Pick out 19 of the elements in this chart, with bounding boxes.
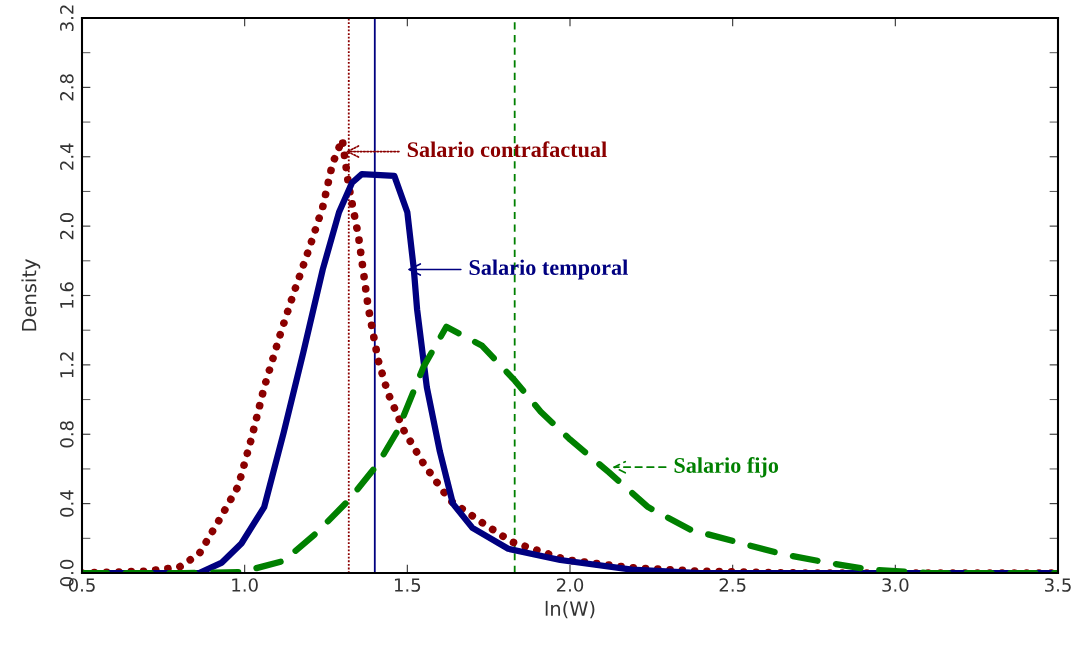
y-tick-label: 2.4 <box>59 143 74 170</box>
y-tick-label: 2.0 <box>59 212 74 240</box>
x-tick-label: 3.0 <box>882 578 909 592</box>
x-axis-title: ln(W) <box>545 600 595 619</box>
x-tick-label: 2.5 <box>719 578 746 592</box>
annotation: Salario contrafactual <box>407 141 607 158</box>
x-tick-label: 1.5 <box>394 578 421 592</box>
annotation: Salario temporal <box>469 259 628 280</box>
x-tick-label: 1.0 <box>232 578 258 592</box>
y-axis-title: Density <box>21 259 41 331</box>
y-tick-label: 0.4 <box>59 490 74 517</box>
x-tick-label: 2.0 <box>556 578 584 592</box>
y-tick-label: 1.2 <box>59 352 74 378</box>
y-tick-label: 2.8 <box>59 74 74 101</box>
y-tick-label: 3.2 <box>59 5 74 31</box>
x-tick-label: 3.5 <box>1045 578 1071 592</box>
y-tick-label: 1.6 <box>59 282 74 308</box>
annotation: Salario fijo <box>674 457 779 478</box>
y-tick-label: 0.8 <box>59 421 74 448</box>
